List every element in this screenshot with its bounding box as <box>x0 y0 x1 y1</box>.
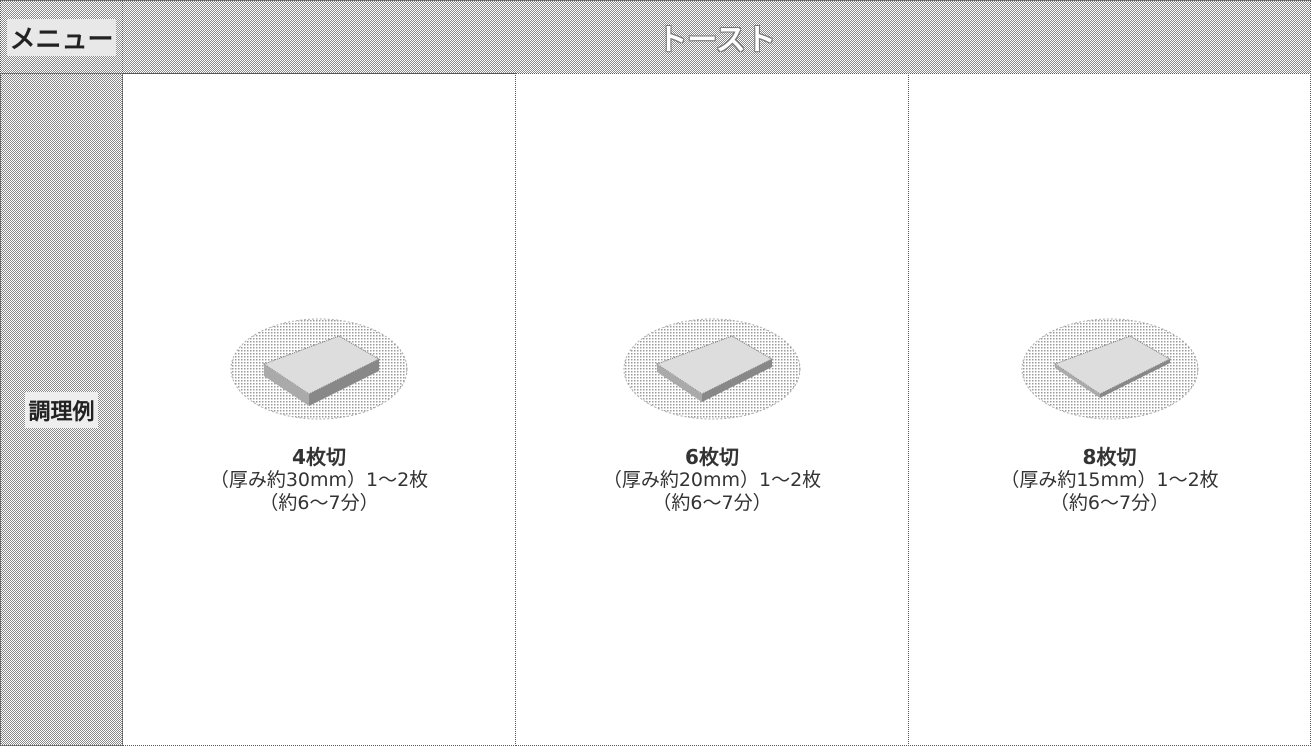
time: （約6～7分） <box>1049 492 1170 514</box>
cell-text: 4枚切 （厚み約30mm）1～2枚 （約6～7分） <box>123 446 515 515</box>
cell: 4枚切 （厚み約30mm）1～2枚 （約6～7分） <box>122 73 516 746</box>
time: （約6～7分） <box>652 492 772 514</box>
title-header: トースト <box>122 0 1311 74</box>
cut-name: 4枚切 <box>292 445 346 469</box>
time: （約6～7分） <box>259 492 379 514</box>
toast-illustration <box>1021 318 1198 420</box>
cell: 6枚切 （厚み約20mm）1～2枚 （約6～7分） <box>515 73 909 746</box>
thickness: （厚み約30mm）1～2枚 <box>209 469 429 491</box>
cut-name: 8枚切 <box>1082 445 1137 469</box>
cut-name: 6枚切 <box>685 445 739 469</box>
cell: 8枚切 （厚み約15mm）1～2枚 （約6～7分） <box>908 73 1311 746</box>
title: トースト <box>657 23 776 58</box>
cell-text: 8枚切 （厚み約15mm）1～2枚 （約6～7分） <box>909 446 1310 515</box>
thickness: （厚み約20mm）1～2枚 <box>602 469 822 491</box>
menu-header: メニュー <box>0 0 123 74</box>
toast-illustration <box>623 318 801 420</box>
row-label: 調理例 <box>25 391 98 428</box>
menu-label: メニュー <box>7 18 116 56</box>
toast-illustration <box>230 318 408 420</box>
row-header: 調理例 <box>0 73 123 746</box>
cell-text: 6枚切 （厚み約20mm）1～2枚 （約6～7分） <box>516 446 908 515</box>
thickness: （厚み約15mm）1～2枚 <box>1000 469 1219 491</box>
